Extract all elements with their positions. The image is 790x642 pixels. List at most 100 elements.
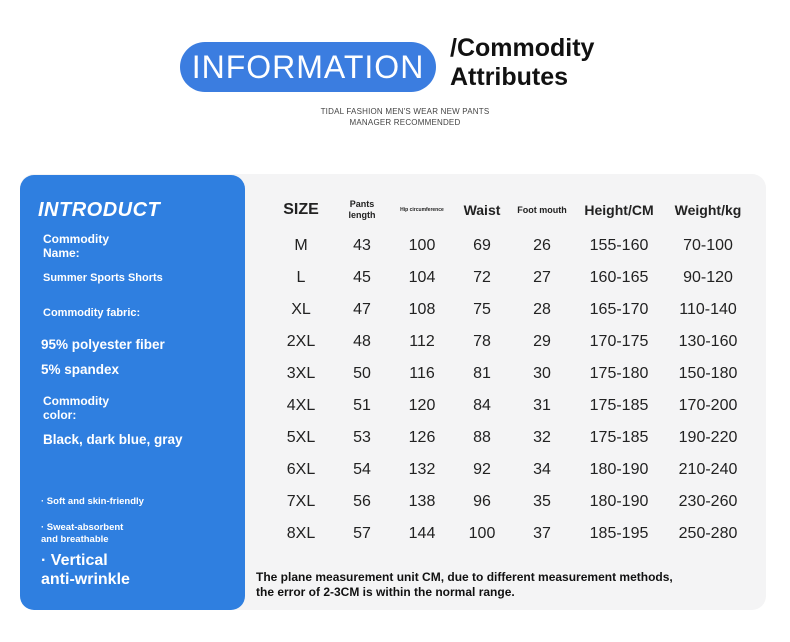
cell-waist: 84	[473, 397, 491, 414]
cell-pants-length: 43	[353, 237, 371, 254]
cell-size: XL	[291, 301, 311, 318]
table-row: L 45 104 72 27 160-165 90-120	[255, 262, 765, 294]
cell-waist: 96	[473, 493, 491, 510]
cell-waist: 75	[473, 301, 491, 318]
cell-height: 160-165	[589, 269, 649, 286]
cell-size: 5XL	[286, 429, 316, 446]
page-title-line-1: /Commodity	[450, 34, 595, 62]
table-row: 5XL 53 126 88 32 175-185 190-220	[255, 422, 765, 454]
fabric-label: Commodity fabric:	[43, 307, 141, 319]
table-row: M 43 100 69 26 155-160 70-100	[255, 230, 765, 262]
cell-height: 170-175	[589, 333, 649, 350]
cell-weight: 150-180	[678, 365, 738, 382]
cell-pants-length: 53	[353, 429, 371, 446]
color-label-line-2: color:	[43, 408, 77, 422]
feature-sweat-line-2: and breathable	[41, 534, 109, 545]
color-label-line-1: Commodity	[43, 394, 109, 408]
cell-height: 165-170	[589, 301, 649, 318]
cell-weight: 230-260	[678, 493, 738, 510]
cell-weight: 170-200	[678, 397, 738, 414]
information-badge-text: INFORMATION	[191, 48, 425, 85]
cell-hip: 112	[409, 333, 435, 350]
cell-pants-length: 54	[353, 461, 371, 478]
cell-hip: 120	[408, 397, 436, 414]
table-row: 3XL 50 116 81 30 175-180 150-180	[255, 358, 765, 390]
cell-height: 180-190	[589, 461, 649, 478]
header-height: Height/CM	[584, 202, 654, 218]
cell-size: 8XL	[286, 525, 316, 542]
name-value: Summer Sports Shorts	[43, 272, 163, 284]
cell-size: 2XL	[286, 333, 316, 350]
measurement-note: The plane measurement unit CM, due to di…	[256, 570, 756, 600]
cell-height: 180-190	[589, 493, 649, 510]
information-badge: INFORMATION	[180, 42, 436, 92]
cell-waist: 92	[473, 461, 491, 478]
cell-hip: 116	[409, 365, 435, 382]
cell-weight: 110-140	[679, 301, 737, 318]
cell-size: 4XL	[286, 397, 316, 414]
name-label-line-1: Commodity	[43, 232, 109, 246]
cell-foot-mouth: 26	[533, 237, 551, 254]
measurement-note-line-2: the error of 2-3CM is within the normal …	[256, 585, 515, 599]
fabric-value-2: 5% spandex	[41, 362, 120, 377]
cell-foot-mouth: 27	[533, 269, 551, 286]
cell-weight: 130-160	[678, 333, 738, 350]
feature-sweat-line-1: · Sweat-absorbent	[41, 522, 124, 533]
header-pants-length: Pants length	[335, 190, 389, 230]
table-header: SIZE Pants length Hip circumference Wais…	[255, 190, 765, 230]
cell-waist: 69	[473, 237, 491, 254]
page-title: /Commodity Attributes	[450, 34, 594, 92]
cell-hip: 100	[408, 237, 436, 254]
cell-pants-length: 47	[353, 301, 371, 318]
cell-foot-mouth: 31	[533, 397, 551, 414]
page-title-line-2: Attributes	[450, 63, 569, 91]
cell-weight: 250-280	[678, 525, 738, 542]
feature-anti-wrinkle-line-2: anti-wrinkle	[41, 571, 130, 588]
cell-waist: 78	[473, 333, 491, 350]
cell-pants-length: 56	[353, 493, 371, 510]
feature-sweat: · Sweat-absorbent and breathable	[41, 522, 123, 546]
cell-waist: 88	[473, 429, 491, 446]
cell-waist: 81	[473, 365, 491, 382]
cell-size: M	[294, 237, 308, 254]
size-table: SIZE Pants length Hip circumference Wais…	[255, 190, 765, 550]
table-row: 6XL 54 132 92 34 180-190 210-240	[255, 454, 765, 486]
cell-weight: 70-100	[683, 237, 733, 254]
cell-pants-length: 45	[353, 269, 371, 286]
intro-card: INTRODUCT Commodity Name: Summer Sports …	[20, 175, 245, 610]
cell-waist: 72	[473, 269, 491, 286]
cell-hip: 104	[408, 269, 436, 286]
color-label: Commodity color:	[43, 394, 109, 422]
cell-weight: 190-220	[678, 429, 738, 446]
cell-height: 175-180	[589, 365, 649, 382]
cell-size: 3XL	[286, 365, 316, 382]
cell-height: 155-160	[589, 237, 649, 254]
feature-soft: · Soft and skin-friendly	[41, 496, 144, 507]
cell-pants-length: 48	[353, 333, 371, 350]
name-label: Commodity Name:	[43, 232, 109, 260]
color-value: Black, dark blue, gray	[43, 432, 183, 447]
header-waist: Waist	[463, 202, 501, 218]
header-pants-length-line-1: Pants	[349, 199, 375, 209]
cell-pants-length: 57	[353, 525, 371, 542]
cell-foot-mouth: 30	[533, 365, 551, 382]
cell-height: 175-185	[589, 429, 649, 446]
table-row: XL 47 108 75 28 165-170 110-140	[255, 294, 765, 326]
cell-foot-mouth: 35	[533, 493, 551, 510]
cell-hip: 132	[408, 461, 436, 478]
cell-height: 175-185	[589, 397, 649, 414]
feature-anti-wrinkle-line-1: · Vertical	[41, 552, 108, 569]
cell-weight: 210-240	[678, 461, 738, 478]
header-size: SIZE	[283, 201, 319, 218]
cell-size: 6XL	[286, 461, 316, 478]
cell-hip: 138	[408, 493, 436, 510]
header-hip: Hip circumference	[400, 207, 444, 213]
cell-pants-length: 51	[353, 397, 371, 414]
cell-foot-mouth: 29	[533, 333, 551, 350]
cell-foot-mouth: 28	[533, 301, 551, 318]
fabric-value-1: 95% polyester fiber	[41, 337, 165, 352]
cell-waist: 100	[468, 525, 496, 542]
cell-foot-mouth: 34	[533, 461, 551, 478]
name-label-line-2: Name:	[43, 246, 80, 260]
cell-hip: 144	[408, 525, 436, 542]
